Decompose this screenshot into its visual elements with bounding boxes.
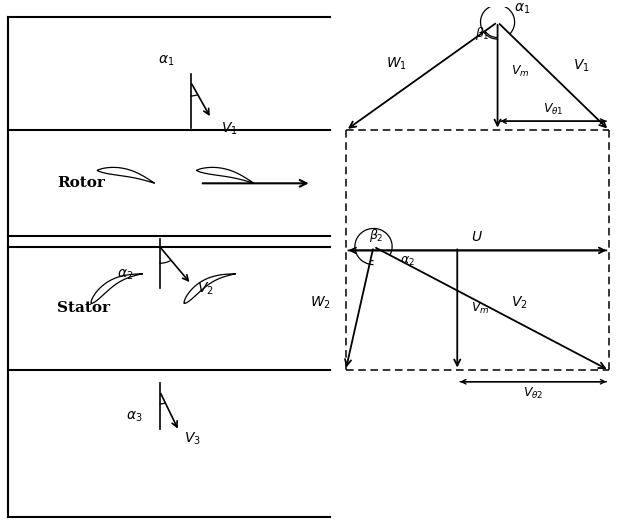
Text: $W_1$: $W_1$ xyxy=(386,55,407,72)
Text: $\alpha_2$: $\alpha_2$ xyxy=(117,268,133,282)
Text: $W_2$: $W_2$ xyxy=(310,295,331,311)
Text: $V_m$: $V_m$ xyxy=(471,301,490,316)
Text: $U$: $U$ xyxy=(472,231,483,245)
Text: $\beta_1$: $\beta_1$ xyxy=(475,25,490,42)
Text: $\alpha_1$: $\alpha_1$ xyxy=(514,2,531,16)
Text: $\beta_2$: $\beta_2$ xyxy=(369,227,384,244)
Text: $V_{\theta 2}$: $V_{\theta 2}$ xyxy=(523,386,543,401)
Text: $V_3$: $V_3$ xyxy=(184,431,201,447)
Text: $\alpha_3$: $\alpha_3$ xyxy=(126,410,143,424)
Text: Stator: Stator xyxy=(57,301,110,315)
Text: $V_{\theta 1}$: $V_{\theta 1}$ xyxy=(543,102,564,117)
Text: $V_2$: $V_2$ xyxy=(197,280,214,297)
Text: Rotor: Rotor xyxy=(57,176,105,190)
Text: $V_2$: $V_2$ xyxy=(511,295,528,311)
Text: $\alpha_2$: $\alpha_2$ xyxy=(400,255,415,268)
Text: $V_1$: $V_1$ xyxy=(573,58,589,74)
Text: $V_m$: $V_m$ xyxy=(511,63,530,79)
Text: $\alpha_1$: $\alpha_1$ xyxy=(158,53,174,68)
Text: $V_1$: $V_1$ xyxy=(221,121,238,137)
